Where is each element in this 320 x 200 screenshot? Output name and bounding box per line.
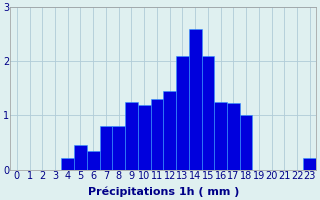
- Bar: [74, 145, 87, 170]
- Bar: [303, 158, 316, 170]
- X-axis label: Précipitations 1h ( mm ): Précipitations 1h ( mm ): [88, 187, 239, 197]
- Bar: [202, 56, 214, 170]
- Bar: [227, 103, 240, 170]
- Bar: [112, 126, 125, 170]
- Bar: [125, 102, 138, 170]
- Bar: [189, 29, 202, 170]
- Bar: [87, 151, 100, 170]
- Bar: [163, 91, 176, 170]
- Bar: [214, 102, 227, 170]
- Bar: [138, 105, 151, 170]
- Bar: [240, 115, 252, 170]
- Bar: [176, 56, 189, 170]
- Bar: [61, 158, 74, 170]
- Bar: [100, 126, 112, 170]
- Bar: [151, 99, 163, 170]
